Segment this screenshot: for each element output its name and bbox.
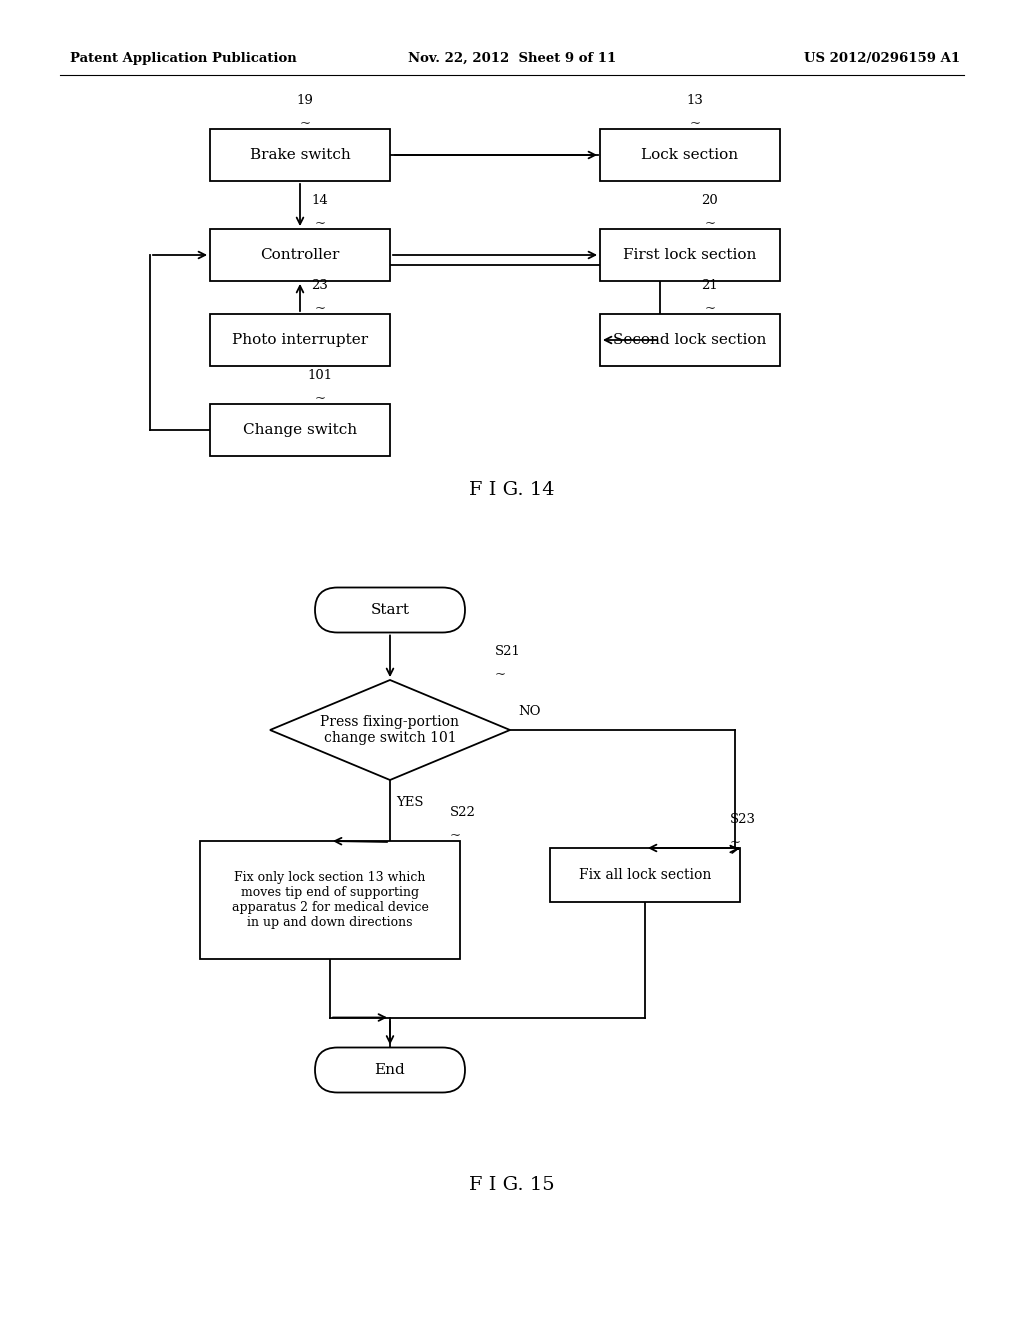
Text: Brake switch: Brake switch bbox=[250, 148, 350, 162]
Text: 13: 13 bbox=[686, 94, 703, 107]
Text: S22: S22 bbox=[450, 807, 476, 818]
FancyBboxPatch shape bbox=[315, 1048, 465, 1093]
Text: 14: 14 bbox=[311, 194, 329, 207]
Polygon shape bbox=[270, 680, 510, 780]
Text: YES: YES bbox=[396, 796, 424, 809]
Bar bbox=[210, 129, 390, 181]
Text: US 2012/0296159 A1: US 2012/0296159 A1 bbox=[804, 51, 961, 65]
Text: ~: ~ bbox=[705, 302, 716, 315]
Text: Nov. 22, 2012  Sheet 9 of 11: Nov. 22, 2012 Sheet 9 of 11 bbox=[408, 51, 616, 65]
Bar bbox=[600, 228, 780, 281]
Text: Press fixing-portion
change switch 101: Press fixing-portion change switch 101 bbox=[321, 715, 460, 744]
Text: Fix all lock section: Fix all lock section bbox=[579, 869, 712, 882]
Text: First lock section: First lock section bbox=[624, 248, 757, 261]
Text: Fix only lock section 13 which
moves tip end of supporting
apparatus 2 for medic: Fix only lock section 13 which moves tip… bbox=[231, 871, 428, 929]
Text: 20: 20 bbox=[701, 194, 719, 207]
Text: ~: ~ bbox=[299, 117, 310, 129]
Text: F I G. 15: F I G. 15 bbox=[469, 1176, 555, 1195]
Text: ~: ~ bbox=[314, 392, 326, 405]
Text: 23: 23 bbox=[311, 279, 329, 292]
Text: Patent Application Publication: Patent Application Publication bbox=[70, 51, 297, 65]
Text: S23: S23 bbox=[730, 813, 756, 826]
Text: 19: 19 bbox=[297, 94, 313, 107]
Text: Controller: Controller bbox=[260, 248, 340, 261]
Text: 101: 101 bbox=[307, 370, 333, 381]
Text: ~: ~ bbox=[689, 117, 700, 129]
Text: NO: NO bbox=[518, 705, 541, 718]
Text: S21: S21 bbox=[495, 645, 521, 657]
Text: ~: ~ bbox=[730, 836, 741, 849]
Text: F I G. 14: F I G. 14 bbox=[469, 480, 555, 499]
Text: Second lock section: Second lock section bbox=[613, 333, 767, 347]
Bar bbox=[210, 228, 390, 281]
Text: End: End bbox=[375, 1063, 406, 1077]
Text: Lock section: Lock section bbox=[641, 148, 738, 162]
Text: ~: ~ bbox=[705, 216, 716, 230]
Text: Change switch: Change switch bbox=[243, 422, 357, 437]
Text: ~: ~ bbox=[495, 668, 506, 681]
Bar bbox=[600, 129, 780, 181]
Text: ~: ~ bbox=[450, 829, 461, 842]
Text: Photo interrupter: Photo interrupter bbox=[232, 333, 368, 347]
Bar bbox=[200, 841, 460, 960]
Text: Start: Start bbox=[371, 603, 410, 616]
Text: ~: ~ bbox=[314, 302, 326, 315]
Text: 21: 21 bbox=[701, 279, 719, 292]
Bar bbox=[600, 314, 780, 366]
Text: ~: ~ bbox=[314, 216, 326, 230]
FancyBboxPatch shape bbox=[315, 587, 465, 632]
Bar bbox=[210, 404, 390, 455]
Bar bbox=[210, 314, 390, 366]
Bar bbox=[550, 847, 740, 902]
